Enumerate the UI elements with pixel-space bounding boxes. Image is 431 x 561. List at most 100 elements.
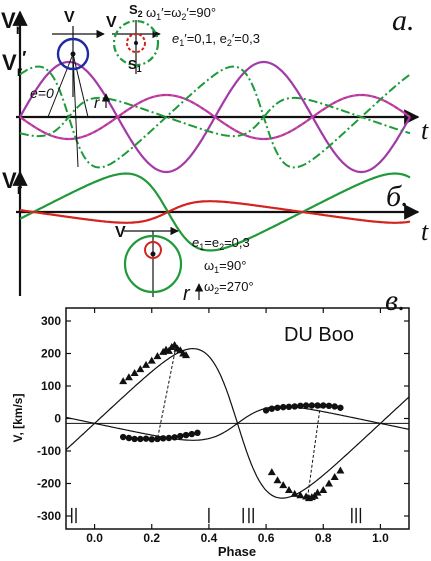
panel-b-ecc-text: e1=e2=0,3 <box>192 235 250 252</box>
orbit1-center <box>70 51 76 57</box>
triangle-point <box>296 491 305 499</box>
x-tick-label: 0.4 <box>201 531 218 545</box>
y-tick-label: 300 <box>41 314 61 328</box>
pink-dashed-curve <box>19 94 411 140</box>
panel-a: а. t Vr Vr′ V e=0 r V S2 S1 ω1′=ω2′=90° … <box>1 2 429 174</box>
circle-point <box>274 404 281 411</box>
circle-point <box>302 402 310 409</box>
green-ecc-curve-large <box>19 65 411 169</box>
panel-b-label: б. <box>386 180 409 213</box>
circle-point <box>159 435 167 442</box>
panel-a-ecc-text: e1′=0,1, e2′=0,3 <box>172 31 260 48</box>
y-tick-label: -300 <box>37 509 61 523</box>
dashed-connector <box>307 405 321 498</box>
triangle-point <box>330 473 339 480</box>
circle-point <box>148 436 155 443</box>
panel-b-r: r <box>183 283 191 305</box>
circle-point <box>142 435 150 442</box>
dashed-connector <box>156 346 177 440</box>
circle-point <box>182 431 190 439</box>
circle-point <box>291 403 298 410</box>
panel-c-label: в. <box>385 284 406 317</box>
orbit2-inner <box>126 33 146 53</box>
circle-point <box>194 429 201 436</box>
triangle-point <box>136 365 145 373</box>
green-ecc-curve-small <box>19 96 411 138</box>
red-curve-b <box>19 200 411 224</box>
triangle-point <box>284 486 293 493</box>
x-tick-label: 0.8 <box>315 531 332 545</box>
proj-line-2 <box>47 53 74 118</box>
orbit1-r: r <box>94 95 100 112</box>
y-tick-label: 100 <box>41 379 61 393</box>
panel-a-curves <box>19 53 411 174</box>
orbit2-outer <box>112 19 160 67</box>
triangle-point <box>164 346 173 354</box>
triangle-point <box>119 377 128 385</box>
circle-point <box>119 433 127 441</box>
circle-point <box>314 402 321 409</box>
orbit1-e0: e=0 <box>30 85 54 101</box>
panel-b-omega2-text: ω2=270° <box>204 279 254 296</box>
triangle-point <box>142 360 151 368</box>
proj-line-3 <box>72 53 79 168</box>
circle-point <box>337 404 344 411</box>
circle-point <box>285 403 293 410</box>
panel-a-vr-label: Vr <box>1 8 22 37</box>
x-tick-label: 0.2 <box>143 531 160 545</box>
panel-a-v-small: V <box>64 9 75 26</box>
panel-a-t-label: t <box>421 116 429 145</box>
x-axis-label: Phase <box>218 544 256 559</box>
circle-point <box>131 435 138 443</box>
chart-title: DU Boo <box>284 324 354 346</box>
circle-point <box>280 403 287 411</box>
panel-c: в. 0.0 0.2 0.4 0.6 0.8 1.0 -300 -200 -100 0 100 200… <box>11 284 410 559</box>
circle-point <box>154 435 161 443</box>
triangle-point <box>267 468 276 476</box>
circle-point <box>308 402 316 409</box>
circle-point <box>188 430 195 438</box>
circle-point <box>325 402 333 410</box>
x-tick-label: 0.0 <box>86 531 103 545</box>
circle-point <box>262 407 270 414</box>
x-tick-label: 1.0 <box>372 531 389 545</box>
orbit3-inner <box>144 241 162 259</box>
triangle-point <box>147 356 156 364</box>
panel-a-vr-prime-label: Vr′ <box>2 48 26 79</box>
panel-b-curves <box>19 172 411 252</box>
panel-a-omega-text: ω1′=ω2′=90° <box>146 5 216 22</box>
circle-point <box>125 434 133 442</box>
circle-point <box>171 434 178 441</box>
triangle-point <box>153 352 162 360</box>
panel-b-t-label: t <box>421 217 429 246</box>
triangle-point <box>290 489 299 497</box>
y-tick-label: -100 <box>37 444 61 458</box>
panel-a-v-small2: V <box>106 14 117 31</box>
orbit2-center <box>134 41 138 45</box>
panel-b-vr-label: Vr <box>2 168 23 197</box>
circle-point <box>331 403 338 410</box>
triangle-point <box>124 373 133 381</box>
y-axis-label: V, [km/s] <box>11 394 25 443</box>
green-curve-b <box>19 172 411 252</box>
x-tick-label: 0.6 <box>258 531 275 545</box>
triangle-point <box>182 351 191 359</box>
triangle-point <box>319 486 328 493</box>
triangle-point <box>279 481 288 489</box>
circle-point <box>320 402 327 409</box>
circle-point <box>165 434 173 442</box>
orbit1-circle <box>56 37 90 71</box>
orbit2-s1: S1 <box>128 57 142 74</box>
proj-line-1 <box>72 53 89 118</box>
orbit3-center <box>150 251 156 257</box>
y-tick-label: 0 <box>54 412 61 426</box>
circle-point <box>177 432 184 440</box>
y-tick-label: 200 <box>41 347 61 361</box>
triangle-point <box>324 479 333 487</box>
triangle-point <box>336 466 345 474</box>
model-curve-2 <box>65 405 410 441</box>
panel-a-label: а. <box>392 4 415 37</box>
y-tick-label: -200 <box>37 477 61 491</box>
circle-point <box>137 435 144 443</box>
